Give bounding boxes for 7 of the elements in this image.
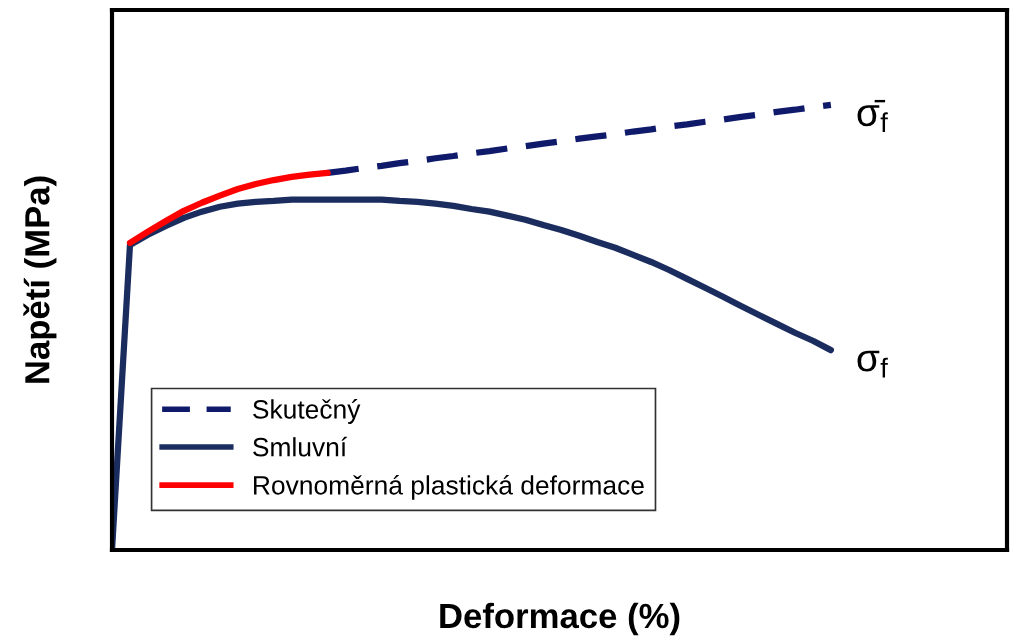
x-axis-title: Deformace (%) (440, 602, 680, 636)
legend-label: Smluvní (253, 436, 348, 457)
text: σ̄$_{f}$ (857, 99, 888, 132)
y-axis-title: Napětí (MPa) (23, 176, 57, 383)
legend-label: Skutečný (253, 399, 361, 424)
legend-label: Rovnoměrná plastická deformace (254, 474, 644, 500)
text: σ$_{f}$ (857, 350, 888, 378)
